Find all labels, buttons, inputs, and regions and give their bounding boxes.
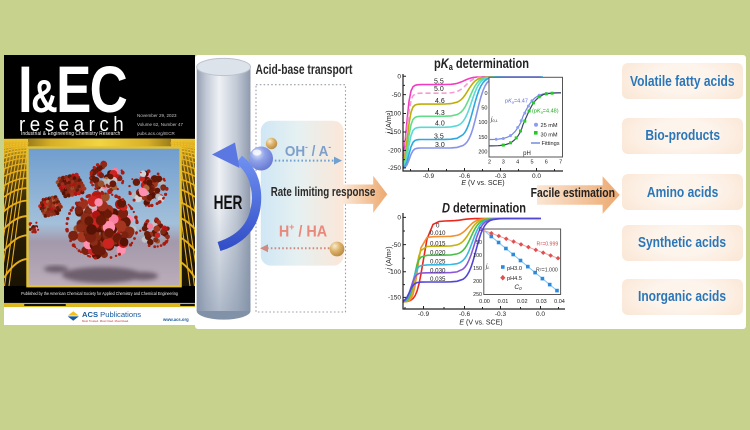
svg-text:-0.9: -0.9 (423, 173, 435, 180)
svg-text:150: 150 (473, 266, 482, 272)
svg-text:150: 150 (478, 135, 487, 141)
svg-text:3.0: 3.0 (435, 142, 445, 149)
svg-text:4.3: 4.3 (435, 110, 445, 117)
svg-text:50: 50 (476, 240, 482, 246)
svg-text:5.5: 5.5 (434, 79, 444, 86)
svg-text:pH: pH (523, 151, 531, 157)
svg-text:-50: -50 (392, 92, 402, 99)
svg-text:0.00: 0.00 (479, 299, 490, 305)
svg-text:4.0: 4.0 (435, 121, 445, 128)
svg-text:jL: jL (485, 264, 490, 270)
svg-text:30 mM: 30 mM (541, 132, 558, 138)
svg-text:E (V vs. SCE): E (V vs. SCE) (459, 319, 502, 326)
svg-text:Fittings: Fittings (542, 141, 560, 147)
svg-text:R2=1.000: R2=1.000 (536, 267, 558, 273)
svg-text:100: 100 (478, 120, 487, 126)
svg-text:j0,L: j0,L (490, 117, 498, 123)
svg-text:-0.6: -0.6 (459, 173, 471, 180)
svg-text:0.015: 0.015 (430, 241, 446, 248)
svg-text:0.0: 0.0 (532, 173, 541, 180)
svg-text:C0: C0 (514, 284, 522, 291)
svg-text:0.01: 0.01 (498, 299, 509, 305)
svg-text:-150: -150 (388, 295, 401, 302)
svg-text:(pKa=4.48): (pKa=4.48) (532, 109, 559, 115)
svg-text:0: 0 (479, 227, 482, 233)
svg-text:pKa determination: pKa determination (434, 56, 529, 72)
svg-text:200: 200 (478, 150, 487, 156)
svg-text:-0.9: -0.9 (418, 311, 430, 318)
svg-text:-100: -100 (388, 111, 401, 118)
svg-text:j (A/m2): j (A/m2) (386, 246, 394, 270)
svg-text:0: 0 (436, 223, 440, 230)
svg-text:pKa=4.47: pKa=4.47 (505, 99, 528, 105)
svg-text:3: 3 (502, 160, 505, 166)
svg-text:-150: -150 (388, 129, 401, 136)
svg-text:0.0: 0.0 (536, 311, 545, 318)
svg-text:50: 50 (481, 106, 487, 112)
svg-text:5.0: 5.0 (434, 86, 444, 93)
svg-text:0: 0 (397, 73, 401, 80)
svg-text:0.04: 0.04 (554, 299, 565, 305)
svg-text:4.6: 4.6 (435, 98, 445, 105)
svg-text:-200: -200 (388, 148, 401, 155)
svg-text:100: 100 (473, 253, 482, 259)
svg-text:-0.6: -0.6 (459, 311, 471, 318)
svg-text:0.020: 0.020 (430, 250, 446, 257)
svg-text:0.030: 0.030 (430, 267, 446, 274)
svg-text:-0.3: -0.3 (495, 311, 507, 318)
svg-text:2: 2 (488, 160, 491, 166)
svg-text:0.03: 0.03 (536, 299, 547, 305)
svg-text:pH3.0: pH3.0 (507, 266, 522, 272)
svg-text:25 mM: 25 mM (541, 123, 558, 129)
svg-text:E (V vs. SCE): E (V vs. SCE) (461, 180, 504, 187)
svg-text:5: 5 (530, 160, 533, 166)
svg-text:4: 4 (516, 160, 519, 166)
svg-text:j (A/m2): j (A/m2) (386, 110, 394, 134)
svg-text:-100: -100 (388, 269, 401, 276)
svg-text:0.02: 0.02 (517, 299, 528, 305)
svg-text:pH4.5: pH4.5 (507, 276, 522, 282)
svg-text:D determination: D determination (442, 201, 526, 216)
svg-text:0: 0 (397, 215, 401, 222)
svg-text:3.5: 3.5 (434, 133, 444, 140)
svg-text:-250: -250 (388, 165, 401, 172)
svg-text:0.035: 0.035 (430, 276, 446, 283)
svg-text:R2=0.999: R2=0.999 (537, 241, 559, 247)
svg-text:0: 0 (484, 91, 487, 97)
svg-text:7: 7 (559, 160, 562, 166)
svg-text:-0.3: -0.3 (495, 173, 507, 180)
svg-text:250: 250 (473, 292, 482, 298)
svg-text:0.010: 0.010 (430, 230, 446, 237)
svg-text:200: 200 (473, 279, 482, 285)
svg-text:0.025: 0.025 (430, 259, 446, 266)
svg-text:6: 6 (545, 160, 548, 166)
svg-text:-50: -50 (392, 242, 402, 249)
